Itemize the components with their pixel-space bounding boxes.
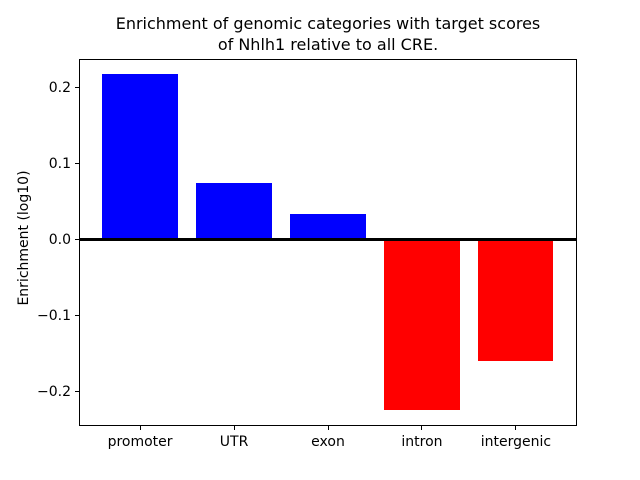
y-tick [75,87,79,89]
x-tick [233,426,235,430]
x-tick [421,426,423,430]
y-tick-label: 0.1 [48,155,71,172]
zero-line [80,238,576,242]
y-tick-label: −0.1 [37,307,71,324]
x-tick-label: exon [311,434,345,450]
x-tick [139,426,141,430]
y-tick [75,239,79,241]
y-tick [75,391,79,393]
chart-title-line-2: of Nhlh1 relative to all CRE. [217,35,439,54]
chart-title-line-1: Enrichment of genomic categories with ta… [115,14,541,33]
y-tick-label: −0.2 [37,383,71,400]
plot-frame [79,59,577,426]
y-tick-label: 0.0 [48,231,71,248]
y-tick [75,163,79,165]
x-tick-label: intergenic [480,434,552,450]
x-tick-label: promoter [107,434,173,450]
bar-intron [384,239,460,411]
bar-promoter [102,74,178,240]
bar-exon [290,214,366,240]
chart-title: Enrichment of genomic categories with ta… [79,13,577,55]
x-tick [327,426,329,430]
x-tick-label: UTR [219,434,249,450]
y-tick-label: 0.2 [48,79,71,96]
bar-UTR [196,182,272,240]
x-tick-label: intron [401,434,443,450]
y-tick [75,315,79,317]
x-tick [515,426,517,430]
bar-intergenic [478,239,554,362]
